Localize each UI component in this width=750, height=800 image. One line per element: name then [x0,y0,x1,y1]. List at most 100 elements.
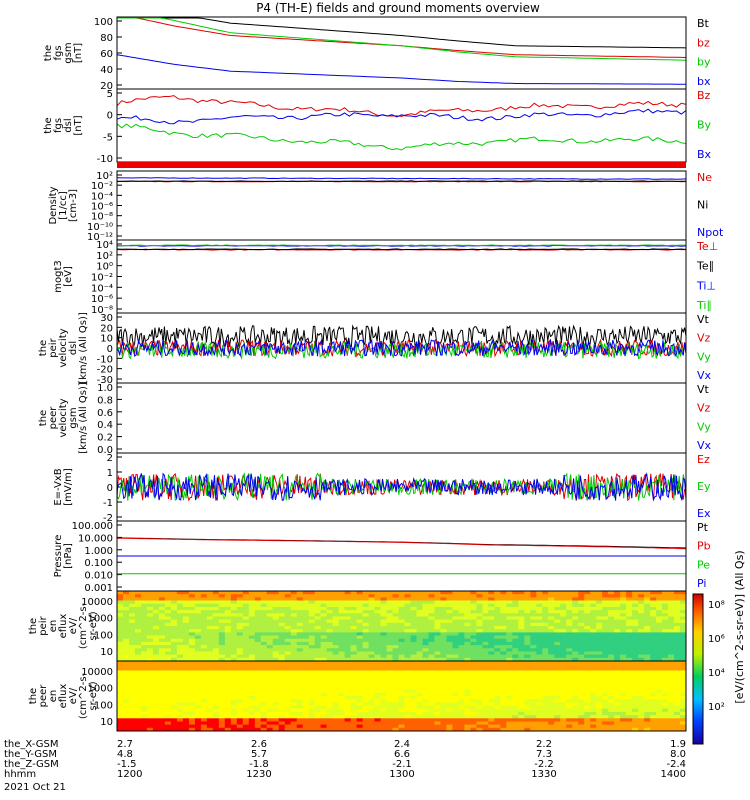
legend-bx: bx [697,75,711,88]
spectrogram-cell [332,651,339,656]
spectrogram-cell [620,626,627,630]
spectrogram-cell [254,727,262,732]
spectrogram-cell [224,638,232,643]
spectrogram-cell [680,696,687,700]
spectrogram-cell [590,638,597,643]
spectrogram-cell [458,715,465,719]
spectrogram-cell [320,594,327,598]
spectrogram-cell [176,600,184,605]
spectrogram-cell [242,721,250,726]
y-axis-label: peir [38,615,49,635]
spectrogram-cell [554,711,561,716]
spectrogram-cell [572,638,579,643]
spectrogram-cell [650,619,657,624]
spectrogram-cell [458,597,465,601]
spectrogram-cell [308,594,316,598]
spectrogram-cell [524,680,531,684]
spectrogram-cell [584,692,591,697]
spectrogram-cell [470,692,477,697]
spectrogram-cell [614,597,621,601]
spectrogram-cell [470,641,477,646]
spectrogram-cell [578,670,585,675]
spectrogram-cell [440,699,447,703]
spectrogram-cell [248,610,256,614]
spectrogram-cell [164,603,172,608]
spectrogram-cell [320,718,327,722]
spectrogram-cell [188,699,196,703]
spectrogram-cell [224,616,232,621]
spectrogram-cell [650,680,657,684]
spectrogram-cell [344,657,351,662]
spectrogram-cell [386,616,393,621]
spectrogram-cell [362,641,369,646]
spectrogram-cell [368,673,375,678]
spectrogram-cell [602,651,609,656]
spectrogram-cell [644,683,651,687]
spectrogram-cell [584,622,591,627]
spectrogram-cell [440,718,447,722]
spectrogram-cell [506,641,513,646]
spectrogram-cell [344,718,351,722]
spectrogram-cell [638,705,645,710]
spectrogram-cell [458,606,465,611]
spectrogram-cell [302,724,310,729]
spectrogram-cell [590,667,597,671]
spectrogram-cell [644,696,651,700]
spectrogram-cell [308,622,316,627]
spectrogram-cell [632,661,639,665]
spectrogram-cell [662,622,669,627]
spectrogram-cell [518,718,525,722]
spectrogram-cell [123,664,130,668]
spectrogram-cell [434,724,441,729]
spectrogram-cell [260,705,268,710]
spectrogram-cell [254,610,262,614]
spectrogram-cell [524,670,531,675]
spectrogram-cell [296,708,304,713]
spectrogram-cell [206,638,214,643]
spectrogram-cell [554,689,561,694]
spectrogram-cell [404,613,411,617]
spectrogram-cell [338,661,345,665]
spectrogram-cell [476,622,483,627]
spectrogram-cell [566,641,573,646]
spectrogram-cell [356,616,363,621]
spectrogram-cell [272,651,280,656]
spectrogram-cell [434,721,441,726]
spectrogram-cell [206,591,214,595]
spectrogram-cell [188,648,196,652]
spectrogram-cell [464,651,471,656]
spectrogram-cell [632,727,639,732]
spectrogram-cell [680,606,687,611]
spectrogram-cell [524,667,531,671]
spectrogram-cell [326,661,333,665]
spectrogram-cell [236,626,244,630]
spectrogram-cell [380,645,387,649]
spectrogram-cell [530,699,537,703]
spectrogram-cell [308,696,316,700]
spectrogram-cell [524,724,531,729]
spectrogram-cell [230,657,238,662]
y-tick-label: 30 [100,313,113,324]
spectrogram-cell [656,594,663,598]
spectrogram-cell [248,676,256,681]
spectrogram-cell [656,699,663,703]
spectrogram-cell [236,613,244,617]
spectrogram-cell [380,683,387,687]
spectrogram-cell [434,641,441,646]
spectrogram-cell [404,603,411,608]
spectrogram-cell [548,645,555,649]
spectrogram-cell [350,680,357,684]
spectrogram-cell [182,619,190,624]
spectrogram-cell [141,654,148,659]
spectrogram-cell [170,645,178,649]
spectrogram-cell [656,705,663,710]
spectrogram-cell [464,689,471,694]
spectrogram-cell [680,676,687,681]
spectrogram-cell [428,610,435,614]
spectrogram-cell [554,702,561,706]
spectrogram-cell [141,594,148,598]
spectrogram-cell [614,692,621,697]
spectrogram-cell [596,606,603,611]
spectrogram-cell [476,680,483,684]
spectrogram-cell [194,724,202,729]
